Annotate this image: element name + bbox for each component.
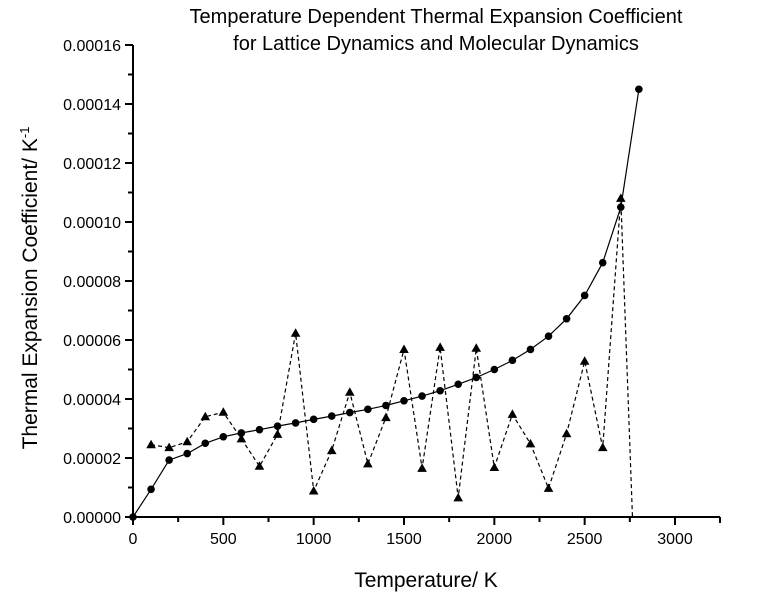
molecular-dynamics-point [308,486,319,495]
lattice-dynamics-point [327,412,336,420]
molecular-dynamics-point [236,433,247,443]
molecular-dynamics-point [381,412,391,422]
molecular-dynamics-point [471,343,482,352]
lattice-dynamics-point [201,439,210,448]
molecular-dynamics-point [164,442,174,452]
lattice-dynamics-point [309,415,318,424]
lattice-dynamics-point [562,314,571,323]
x-tick-label: 3000 [657,531,693,548]
molecular-dynamics-point [254,461,265,470]
chart-title: Temperature Dependent Thermal Expansion … [190,6,683,28]
molecular-dynamics-point [417,463,427,472]
lattice-dynamics-point [436,386,444,395]
molecular-dynamics-point [453,492,463,502]
lattice-dynamics-point [598,258,607,267]
molecular-dynamics-point [345,387,355,396]
molecular-dynamics-point [363,458,373,468]
lattice-dynamics-point [490,365,499,374]
lattice-dynamics-point [147,485,155,494]
molecular-dynamics-point [272,429,283,438]
x-tick-label: 500 [210,531,237,548]
molecular-dynamics-line [151,198,634,517]
y-tick-label: 0.00008 [63,274,121,291]
lattice-dynamics-point [291,419,300,427]
y-tick-label: 0.00016 [63,38,121,55]
molecular-dynamics-point [579,356,590,365]
y-tick-label: 0.00010 [63,215,121,232]
lattice-dynamics-line [133,89,640,517]
x-tick-label: 1000 [296,531,332,548]
molecular-dynamics-point [200,411,211,421]
molecular-dynamics-point [616,193,626,202]
series-layer [133,89,640,517]
y-axis-label: Thermal Expansion Coefficient/ K-1 [17,127,42,450]
molecular-dynamics-point [489,462,500,471]
lattice-dynamics-point [255,425,264,434]
lattice-dynamics-point [508,356,517,365]
marker-layer [129,85,643,521]
lattice-dynamics-point [129,513,137,521]
molecular-dynamics-point [218,407,229,416]
molecular-dynamics-point [399,344,409,353]
molecular-dynamics-point [597,442,608,452]
lattice-dynamics-point [346,408,354,417]
molecular-dynamics-point [525,438,536,448]
lattice-dynamics-point [219,432,228,441]
molecular-dynamics-point [182,436,192,446]
y-axis-label-text: Thermal Expansion Coefficient/ K [19,138,42,449]
molecular-dynamics-point [507,409,518,418]
x-tick-label: 0 [129,531,138,548]
molecular-dynamics-point [543,483,554,492]
lattice-dynamics-point [526,345,535,354]
chart-subtitle: for Lattice Dynamics and Molecular Dynam… [233,33,639,55]
x-axis-label: Temperature/ K [354,569,498,592]
y-axis-label-superscript: -1 [17,127,32,139]
y-tick-label: 0.00002 [63,451,121,468]
molecular-dynamics-point [146,439,156,449]
lattice-dynamics-point [364,405,372,414]
x-tick-label: 2500 [567,531,603,548]
x-tick-label: 1500 [386,531,422,548]
lattice-dynamics-point [382,401,390,410]
molecular-dynamics-point [435,342,445,351]
y-tick-label: 0.00000 [63,510,121,527]
lattice-dynamics-point [183,449,191,458]
lattice-dynamics-point [237,429,246,437]
molecular-dynamics-point [326,445,337,455]
y-tick-label: 0.00006 [63,333,121,350]
lattice-dynamics-point [544,332,553,340]
y-tick-label: 0.00014 [63,97,121,114]
lattice-dynamics-point [635,85,643,94]
molecular-dynamics-point [561,428,572,438]
x-tick-label: 2000 [477,531,513,548]
molecular-dynamics-point [290,328,301,337]
lattice-dynamics-point [617,203,625,212]
lattice-dynamics-point [400,396,408,405]
y-tick-label: 0.00004 [63,392,121,409]
lattice-dynamics-point [454,380,463,389]
axes: 0.00000 0.00002 0.00004 0.00006 0.00008 0.000… [63,38,721,548]
lattice-dynamics-point [273,422,282,430]
y-tick-label: 0.00012 [63,156,121,173]
lattice-dynamics-point [580,291,589,300]
lattice-dynamics-point [165,456,173,464]
lattice-dynamics-point [418,392,426,400]
lattice-dynamics-point [472,373,481,382]
